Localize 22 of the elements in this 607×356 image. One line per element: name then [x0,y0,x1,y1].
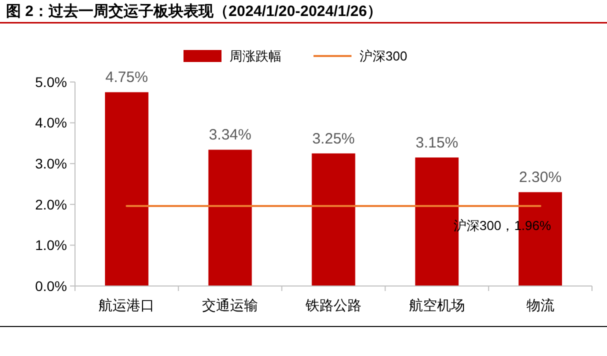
y-tick-label: 3.0% [35,156,67,172]
data-label: 3.25% [312,130,355,148]
chart-title: 图 2：过去一周交运子板块表现（2024/1/20-2024/1/26） [6,2,382,20]
x-tick-label: 交通运输 [202,297,258,313]
data-label: 4.75% [105,69,148,86]
bar [104,92,148,286]
x-tick-label: 物流 [526,297,554,313]
x-tick-label: 铁路公路 [304,297,362,313]
data-label: 3.34% [208,126,252,144]
data-label: 2.30% [519,169,562,186]
y-tick-label: 0.0% [35,278,67,294]
y-tick-label: 1.0% [35,237,67,254]
bar [312,153,356,286]
y-tick-label: 4.0% [35,114,67,131]
legend-label: 周涨跌幅 [230,48,282,64]
y-tick-label: 2.0% [35,196,67,212]
bar [208,150,252,286]
x-tick-label: 航空机场 [408,297,465,313]
x-tick-label: 航运港口 [98,297,155,313]
y-tick-label: 5.0% [35,74,67,90]
data-label: 3.15% [416,134,458,152]
legend-label: 沪深300 [360,48,408,64]
